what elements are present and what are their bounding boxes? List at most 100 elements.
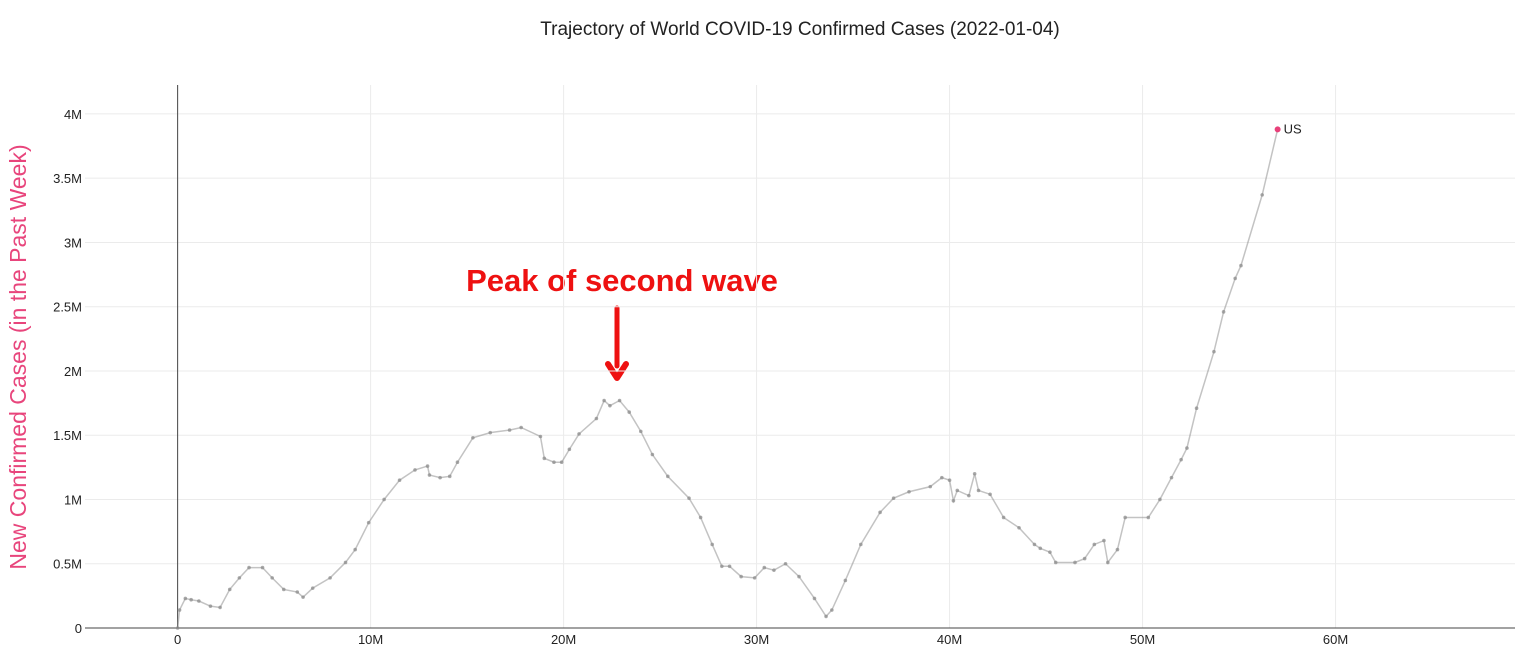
data-point xyxy=(1032,542,1037,547)
data-point xyxy=(366,520,371,525)
data-point xyxy=(270,576,274,580)
data-point xyxy=(1146,515,1151,520)
data-point xyxy=(698,515,703,520)
data-point xyxy=(638,429,643,434)
data-point xyxy=(928,484,933,489)
data-point xyxy=(891,496,896,500)
data-point xyxy=(1239,263,1243,268)
data-point xyxy=(1106,560,1110,565)
data-point xyxy=(951,498,956,503)
data-point xyxy=(519,425,523,430)
data-point xyxy=(843,578,848,583)
data-point xyxy=(455,460,460,465)
data-point xyxy=(602,398,606,403)
data-point xyxy=(577,432,581,436)
data-point xyxy=(858,542,863,547)
x-tick-label: 30M xyxy=(744,632,769,647)
data-point xyxy=(762,565,767,570)
y-tick-label: 2.5M xyxy=(53,300,82,315)
data-point xyxy=(1179,457,1183,462)
data-point xyxy=(1115,547,1120,552)
data-point xyxy=(208,604,213,608)
data-point xyxy=(353,547,357,552)
data-point xyxy=(425,464,430,468)
data-point xyxy=(955,488,960,493)
data-point xyxy=(608,403,612,408)
data-point xyxy=(1212,349,1216,354)
data-point xyxy=(343,560,348,565)
data-point xyxy=(720,564,724,569)
data-point xyxy=(542,456,547,461)
data-point xyxy=(1221,310,1226,314)
data-point xyxy=(382,497,386,502)
data-point xyxy=(413,468,417,472)
data-point xyxy=(967,493,971,498)
data-point xyxy=(752,576,757,580)
data-point xyxy=(488,430,493,435)
y-tick-label: 3M xyxy=(64,235,82,250)
data-point xyxy=(328,576,332,580)
data-point xyxy=(666,474,670,479)
data-point xyxy=(988,492,992,497)
data-point xyxy=(397,478,402,483)
data-point xyxy=(507,428,512,432)
x-tick-label: 40M xyxy=(937,632,962,647)
data-point xyxy=(710,542,714,547)
data-point xyxy=(687,496,691,500)
data-point xyxy=(197,599,201,603)
y-axis-label: New Confirmed Cases (in the Past Week) xyxy=(5,144,31,569)
data-point xyxy=(1017,525,1021,530)
data-point xyxy=(1073,560,1077,565)
data-point xyxy=(617,398,622,403)
data-point xyxy=(824,614,828,619)
data-point xyxy=(1169,475,1174,480)
data-point xyxy=(1001,515,1006,520)
data-point xyxy=(1274,126,1281,133)
data-point xyxy=(976,488,981,493)
data-point xyxy=(471,435,475,440)
y-tick-label: 2M xyxy=(64,364,82,379)
data-point xyxy=(947,478,952,483)
chart-title: Trajectory of World COVID-19 Confirmed C… xyxy=(540,19,1060,40)
data-point xyxy=(1123,515,1127,520)
data-point xyxy=(797,574,801,579)
data-point xyxy=(427,473,432,477)
data-point xyxy=(594,416,599,421)
data-point xyxy=(438,475,442,480)
data-point xyxy=(218,605,222,610)
data-point xyxy=(1233,276,1237,281)
data-point xyxy=(627,410,632,414)
data-point xyxy=(227,587,232,592)
data-point xyxy=(1260,193,1264,197)
y-tick-label: 4M xyxy=(64,107,82,122)
annotation: Peak of second wave xyxy=(466,263,778,298)
data-point xyxy=(301,595,305,599)
x-tick-label: 20M xyxy=(551,632,576,647)
data-point xyxy=(1048,550,1052,554)
data-point xyxy=(559,460,564,465)
data-point xyxy=(247,565,251,570)
data-point xyxy=(1092,542,1097,547)
data-point xyxy=(189,597,193,602)
data-point xyxy=(972,471,977,476)
data-point xyxy=(175,626,180,630)
data-point xyxy=(260,565,265,570)
data-point xyxy=(1194,406,1199,411)
x-tick-label: 10M xyxy=(358,632,383,647)
data-point xyxy=(552,460,556,465)
data-point xyxy=(237,576,242,580)
data-point xyxy=(447,474,452,479)
data-point xyxy=(1038,546,1043,551)
data-point xyxy=(183,596,188,601)
data-point xyxy=(878,510,882,515)
series-label: US xyxy=(1284,121,1302,136)
data-point xyxy=(295,590,300,594)
data-point xyxy=(812,596,817,601)
x-tick-label: 50M xyxy=(1130,632,1155,647)
data-point xyxy=(1102,538,1106,543)
annotation-arrow xyxy=(605,305,629,381)
y-tick-label: 3.5M xyxy=(53,171,82,186)
y-tick-label: 0 xyxy=(75,621,82,636)
y-tick-label: 0.5M xyxy=(53,557,82,572)
data-point xyxy=(772,568,776,572)
